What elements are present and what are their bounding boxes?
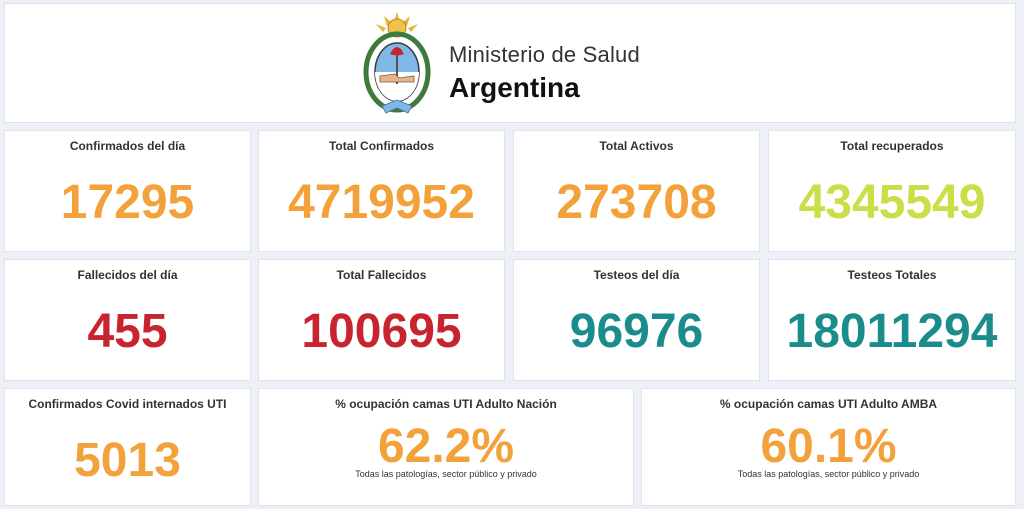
card-label: Total Activos — [599, 139, 674, 153]
country-name: Argentina — [449, 72, 580, 103]
card-value: 100695 — [301, 305, 462, 358]
argentina-coat-of-arms-icon — [363, 12, 431, 114]
card-total-activos: Total Activos 273708 — [513, 130, 760, 252]
card-value: 17295 — [60, 176, 195, 229]
card-testeos-totales: Testeos Totales 18011294 — [768, 259, 1016, 381]
card-value: 4719952 — [288, 176, 475, 229]
card-note: Todas las patologías, sector público y p… — [737, 469, 920, 479]
card-label: % ocupación camas UTI Adulto Nación — [335, 397, 557, 411]
card-note: Todas las patologías, sector público y p… — [355, 469, 537, 479]
ministry-brand: Ministerio de Salud Argentina — [362, 10, 662, 120]
card-value: 4345549 — [798, 176, 986, 229]
card-ocupacion-amba: % ocupación camas UTI Adulto AMBA 60.1% … — [641, 388, 1016, 506]
card-confirmados-dia: Confirmados del día 17295 — [4, 130, 251, 252]
card-label: Total Fallecidos — [336, 268, 427, 282]
card-value: 62.2% — [377, 420, 515, 473]
header-panel: Ministerio de Salud Argentina — [4, 3, 1016, 123]
card-total-confirmados: Total Confirmados 4719952 — [258, 130, 505, 252]
card-internados-uti: Confirmados Covid internados UTI 5013 — [4, 388, 251, 506]
card-label: Total recuperados — [840, 139, 944, 153]
card-label: Confirmados Covid internados UTI — [28, 397, 227, 411]
card-total-recuperados: Total recuperados 4345549 — [768, 130, 1016, 252]
card-label: Confirmados del día — [69, 139, 186, 153]
card-value: 455 — [87, 305, 168, 358]
ministry-title: Ministerio de Salud — [449, 42, 640, 67]
card-label: Testeos Totales — [847, 268, 937, 282]
card-value: 60.1% — [760, 420, 897, 473]
card-total-fallecidos: Total Fallecidos 100695 — [258, 259, 505, 381]
card-value: 18011294 — [786, 305, 998, 358]
card-label: % ocupación camas UTI Adulto AMBA — [719, 397, 938, 411]
card-ocupacion-nacion: % ocupación camas UTI Adulto Nación 62.2… — [258, 388, 634, 506]
card-fallecidos-dia: Fallecidos del día 455 — [4, 259, 251, 381]
card-label: Total Confirmados — [328, 139, 435, 153]
card-value: 273708 — [556, 176, 717, 229]
card-value: 5013 — [74, 434, 181, 487]
card-value: 96976 — [569, 305, 704, 358]
card-label: Fallecidos del día — [77, 268, 178, 282]
card-label: Testeos del día — [593, 268, 680, 282]
card-testeos-dia: Testeos del día 96976 — [513, 259, 760, 381]
